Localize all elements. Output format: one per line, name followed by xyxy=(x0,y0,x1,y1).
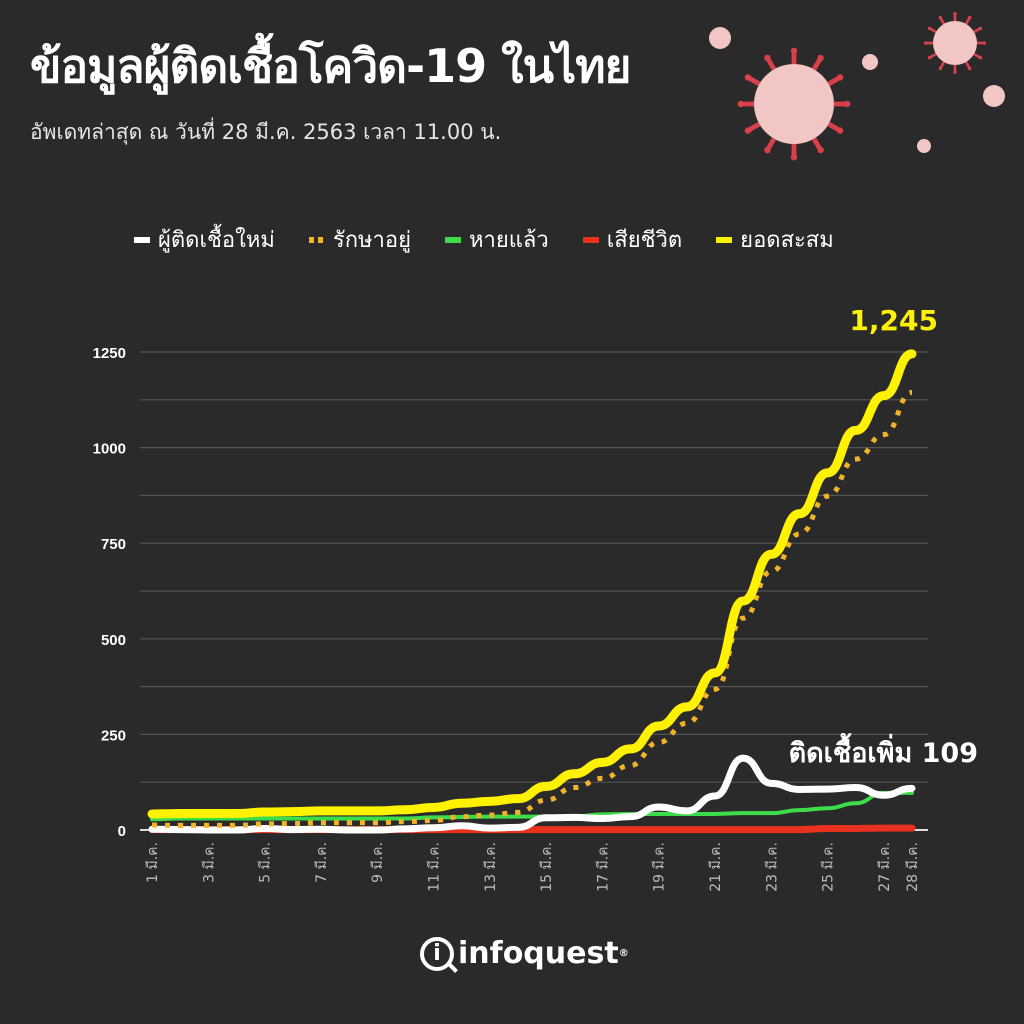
virus-spike-tip xyxy=(836,127,844,134)
virus-spike xyxy=(973,27,981,34)
x-tick-label: 13 มี.ค. xyxy=(483,842,499,892)
virus-spike-tip xyxy=(817,54,824,62)
virus-spike xyxy=(827,75,841,87)
x-tick-label: 3 มี.ค. xyxy=(201,842,217,883)
virus-body xyxy=(754,64,834,144)
legend-item-active: รักษาอยู่ xyxy=(308,222,411,257)
series-line-1 xyxy=(151,390,913,828)
y-tick-label: 250 xyxy=(101,727,126,744)
virus-spike-tip xyxy=(836,74,844,81)
x-tick-label: 9 มี.ค. xyxy=(370,842,386,883)
virus-spike-tip xyxy=(927,55,932,60)
virus-spike-tip xyxy=(790,154,798,161)
legend-label: รักษาอยู่ xyxy=(332,228,411,253)
legend-label: ยอดสะสม xyxy=(740,228,834,253)
y-tick-label: 500 xyxy=(101,632,126,649)
virus-spike xyxy=(939,61,946,69)
x-tick-label: 19 มี.ค. xyxy=(652,842,668,892)
virus-dot xyxy=(709,27,731,49)
virus-dot xyxy=(917,139,931,153)
x-tick-label: 23 มี.ค. xyxy=(764,842,780,892)
virus-spike-tip xyxy=(978,26,983,31)
virus-spike-tip xyxy=(927,26,932,31)
x-tick-label: 17 มี.ค. xyxy=(595,842,611,892)
virus-spike-tip xyxy=(978,55,983,60)
virus-spike-tip xyxy=(744,74,752,81)
legend-swatch xyxy=(444,236,461,243)
x-tick-label: 15 มี.ค. xyxy=(539,842,555,892)
total-annotation: 1,245 xyxy=(849,304,938,337)
virus-spike-tip xyxy=(737,100,744,108)
virus-spike-tip xyxy=(923,41,928,45)
legend-swatch xyxy=(308,236,325,243)
x-tick-label: 28 มี.ค. xyxy=(905,842,921,892)
y-tick-label: 750 xyxy=(101,536,126,553)
logo-text: infoquest xyxy=(458,936,619,971)
virus-icon xyxy=(923,11,987,75)
legend-item-recovered: หายแล้ว xyxy=(444,222,549,257)
virus-spike xyxy=(747,121,761,133)
virus-spike-tip xyxy=(844,100,851,108)
virus-spike xyxy=(827,121,841,133)
virus-spike-tip xyxy=(967,15,972,20)
virus-spike-tip xyxy=(764,146,771,154)
virus-body xyxy=(933,21,977,65)
registered-mark: ® xyxy=(618,948,629,959)
legend-item-cumulative: ยอดสะสม xyxy=(716,222,834,257)
virus-icon xyxy=(737,47,851,161)
legend-swatch xyxy=(134,236,150,243)
virus-dot xyxy=(983,85,1005,107)
x-tick-label: 25 มี.ค. xyxy=(821,842,837,892)
virus-spike-tip xyxy=(744,127,752,134)
virus-spike-tip xyxy=(938,15,943,20)
legend-swatch xyxy=(716,236,733,243)
virus-spike-tip xyxy=(953,11,957,16)
x-tick-label: 11 มี.ค. xyxy=(426,842,442,892)
x-tick-label: 7 มี.ค. xyxy=(314,842,330,883)
virus-dot xyxy=(862,54,878,70)
legend-label: ผู้ติดเชื้อใหม่ xyxy=(158,228,275,253)
x-tick-label: 1 มี.ค. xyxy=(145,842,161,883)
virus-spike-tip xyxy=(982,41,987,45)
info-search-icon: i xyxy=(420,936,454,971)
legend-swatch xyxy=(582,236,599,243)
y-tick-label: 1000 xyxy=(93,441,126,458)
virus-spike xyxy=(747,75,761,87)
legend-item-deaths: เสียชีวิต xyxy=(582,222,683,257)
legend: ผู้ติดเชื้อใหม่ รักษาอยู่ หายแล้ว เสียชี… xyxy=(134,222,834,257)
x-tick-label: 21 มี.ค. xyxy=(708,842,724,892)
y-tick-label: 0 xyxy=(118,823,126,840)
virus-spike-tip xyxy=(938,66,943,71)
virus-spike xyxy=(929,27,937,34)
x-tick-label: 27 มี.ค. xyxy=(877,842,893,892)
virus-decoration xyxy=(709,11,1005,161)
infoquest-logo: i infoquest ® xyxy=(420,936,629,971)
legend-item-new: ผู้ติดเชื้อใหม่ xyxy=(134,222,275,257)
virus-spike-tip xyxy=(817,146,824,154)
new-cases-annotation: ติดเชื้อเพิ่ม 109 xyxy=(789,732,978,769)
x-tick-label: 5 มี.ค. xyxy=(258,842,274,883)
y-tick-label: 1250 xyxy=(93,345,126,362)
legend-label: หายแล้ว xyxy=(468,228,549,253)
virus-spike xyxy=(964,17,971,25)
series-line-0 xyxy=(148,754,916,834)
virus-spike-tip xyxy=(764,54,771,62)
page-title: ข้อมูลผู้ติดเชื้อโควิด-19 ในไทย xyxy=(30,39,631,93)
page-subtitle: อัพเดทล่าสุด ณ วันที่ 28 มี.ค. 2563 เวลา… xyxy=(30,120,502,144)
legend-label: เสียชีวิต xyxy=(606,228,683,253)
virus-spike xyxy=(929,52,937,59)
virus-spike xyxy=(973,52,981,59)
series-line-2 xyxy=(150,790,914,822)
virus-spike xyxy=(964,61,971,69)
virus-spike-tip xyxy=(967,66,972,71)
virus-spike-tip xyxy=(953,70,957,75)
virus-spike-tip xyxy=(790,47,798,54)
virus-spike xyxy=(939,17,946,25)
